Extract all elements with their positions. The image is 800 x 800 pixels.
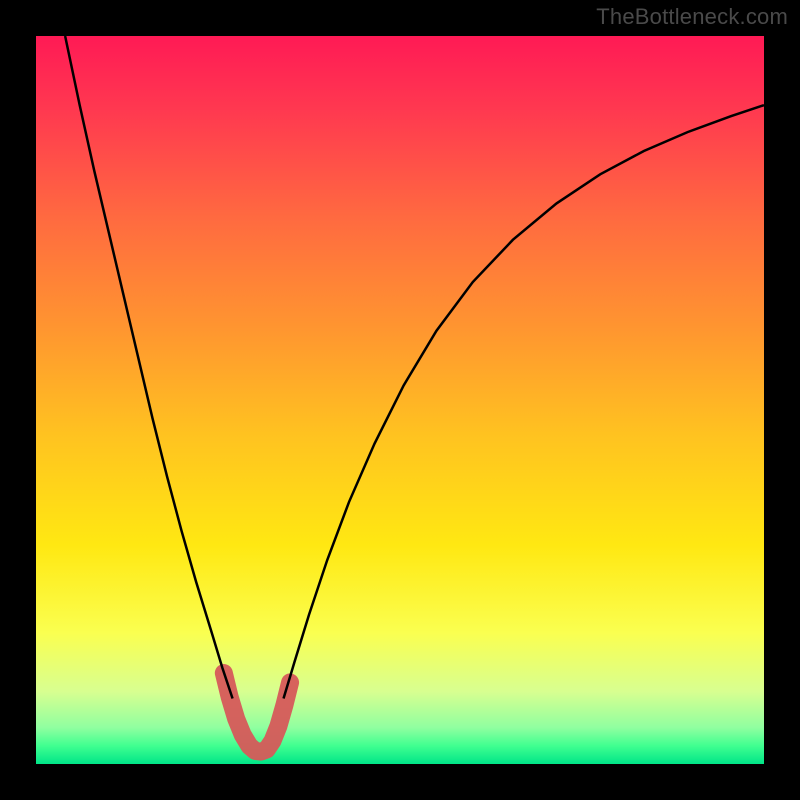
bottleneck-curve-chart bbox=[36, 36, 764, 764]
watermark-text: TheBottleneck.com bbox=[596, 4, 788, 30]
plot-area bbox=[36, 36, 764, 764]
chart-container: TheBottleneck.com bbox=[0, 0, 800, 800]
